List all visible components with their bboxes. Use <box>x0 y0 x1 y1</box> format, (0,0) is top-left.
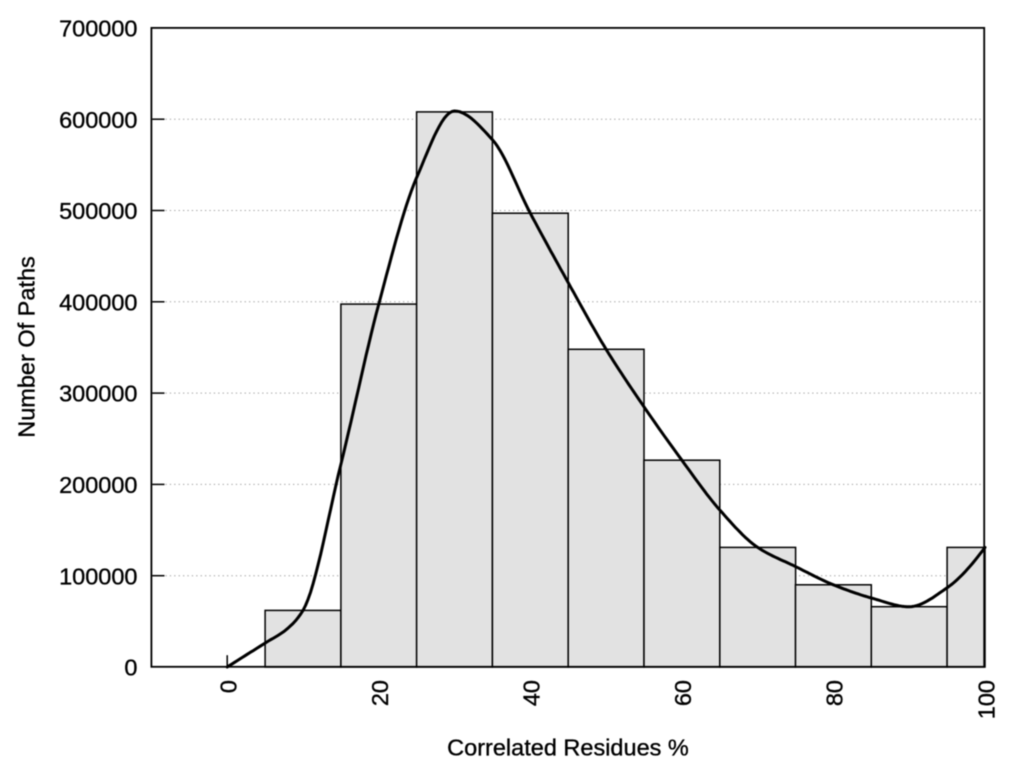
svg-text:500000: 500000 <box>59 198 137 224</box>
svg-text:100: 100 <box>973 680 999 719</box>
svg-text:40: 40 <box>519 680 545 706</box>
svg-text:60: 60 <box>670 680 696 706</box>
svg-text:80: 80 <box>822 680 848 706</box>
svg-text:200000: 200000 <box>59 472 137 498</box>
svg-text:100000: 100000 <box>59 563 137 589</box>
svg-text:700000: 700000 <box>59 16 137 42</box>
svg-text:0: 0 <box>124 655 137 681</box>
svg-text:Correlated Residues %: Correlated Residues % <box>447 734 689 760</box>
svg-text:600000: 600000 <box>59 107 137 133</box>
svg-text:400000: 400000 <box>59 289 137 315</box>
svg-text:300000: 300000 <box>59 381 137 407</box>
svg-text:Number Of Paths: Number Of Paths <box>14 256 40 438</box>
svg-text:20: 20 <box>367 680 393 706</box>
svg-text:0: 0 <box>216 680 242 693</box>
